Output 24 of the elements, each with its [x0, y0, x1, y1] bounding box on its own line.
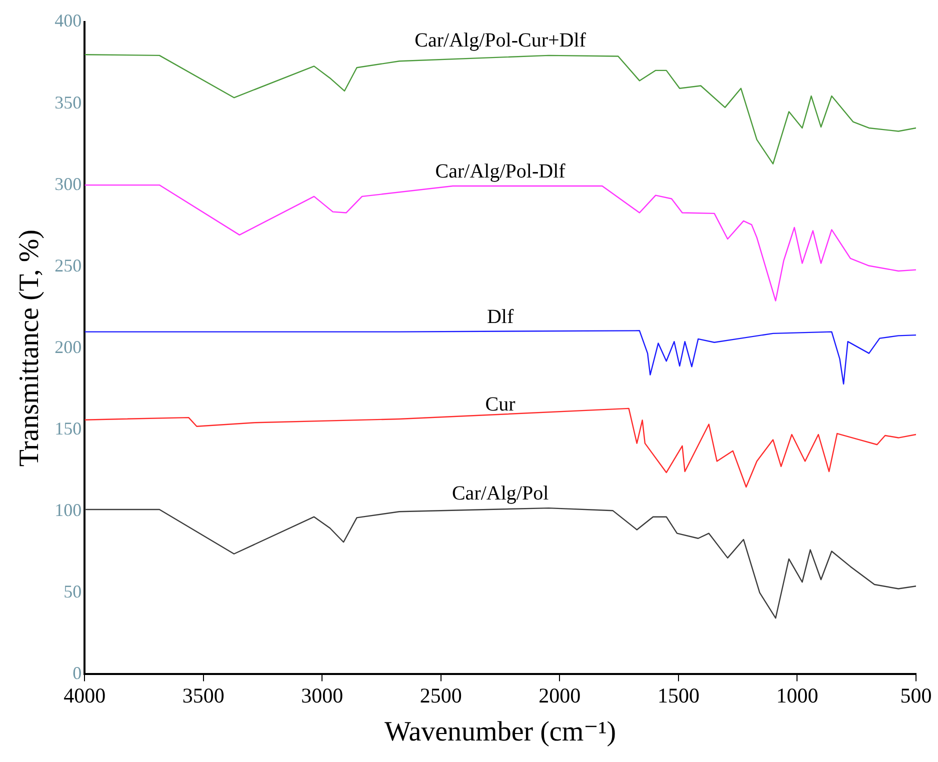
x-tick-label: 500 — [900, 683, 932, 708]
series-label: Car/Alg/Pol-Dlf — [435, 160, 566, 182]
y-tick-label: 50 — [64, 581, 82, 602]
y-tick-label: 300 — [54, 174, 82, 194]
x-tick-label: 4000 — [64, 683, 106, 708]
series-label: Cur — [485, 393, 516, 416]
x-tick-label: 3500 — [182, 683, 224, 708]
y-tick-label: 250 — [54, 255, 82, 276]
y-tick-label: 0 — [72, 662, 82, 683]
x-tick-label: 2000 — [538, 683, 581, 708]
series-label: Car/Alg/Pol — [452, 482, 550, 504]
series-label: Dlf — [486, 306, 514, 328]
y-axis-title: Transmittance (T, %) — [14, 230, 46, 467]
y-tick-label: 150 — [54, 418, 82, 438]
y-tick-label: 350 — [54, 92, 82, 112]
x-tick-label: 2500 — [420, 683, 462, 708]
x-tick-label: 3000 — [301, 683, 344, 708]
x-axis-title: Wavenumber (cm⁻¹) — [384, 716, 616, 748]
y-tick-label: 200 — [54, 336, 82, 357]
x-tick-label: 1500 — [657, 683, 700, 708]
series-label: Car/Alg/Pol-Cur+Dlf — [414, 30, 586, 52]
y-tick-label: 400 — [54, 10, 82, 31]
y-tick-label: 100 — [54, 500, 82, 520]
x-tick-label: 1000 — [776, 683, 818, 708]
